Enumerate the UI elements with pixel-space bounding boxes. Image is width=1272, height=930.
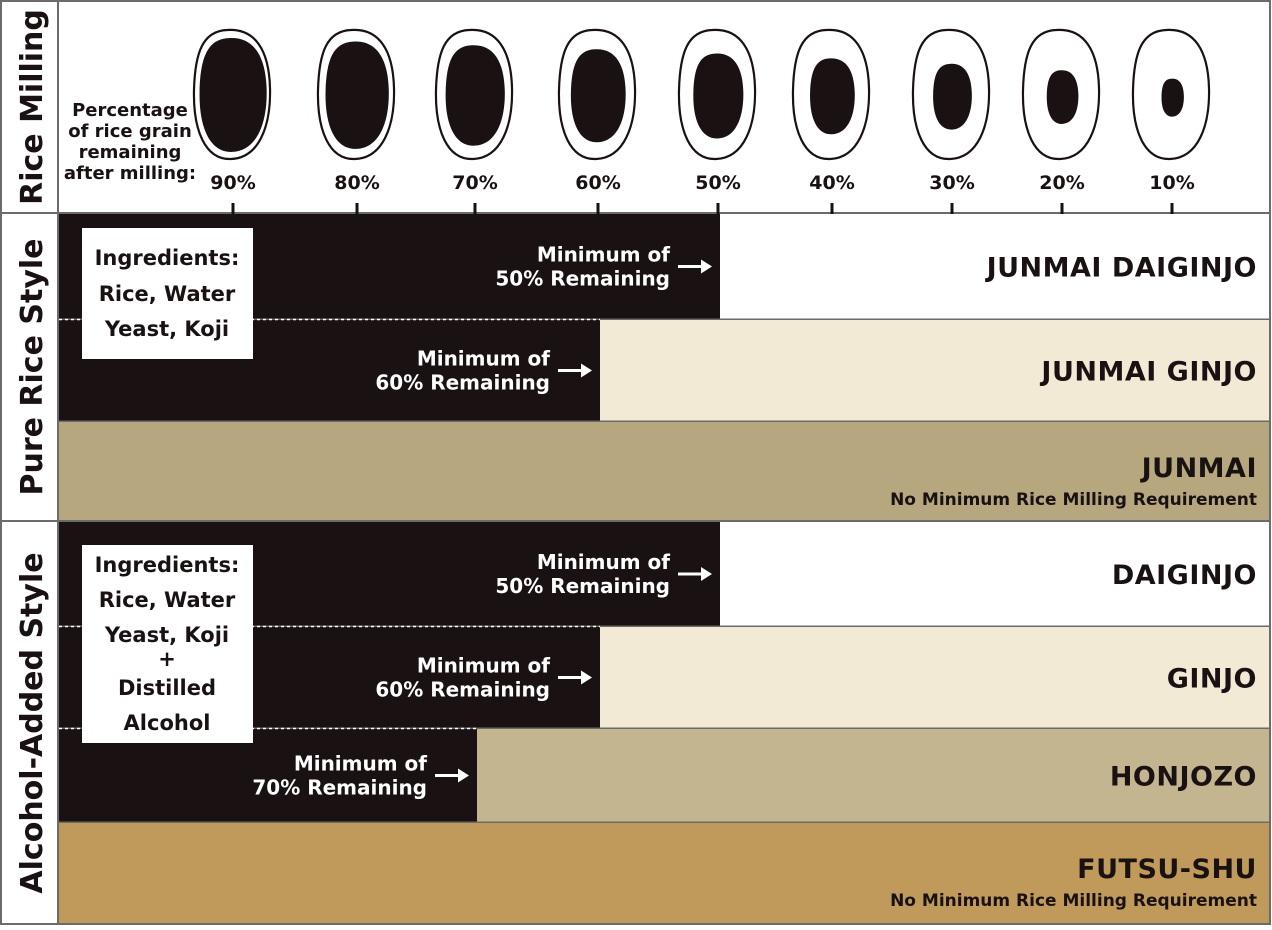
grade-name: JUNMAI	[1140, 453, 1257, 484]
minimum-label-line: Minimum of	[417, 347, 550, 371]
rice-grain	[557, 28, 637, 161]
rice-grain-core	[933, 63, 972, 130]
minimum-label-line: 70% Remaining	[252, 776, 427, 800]
section-title-rice-milling: Rice Milling	[15, 9, 50, 205]
grade-name: FUTSU-SHU	[1077, 854, 1257, 885]
grade-name: DAIGINJO	[1112, 560, 1257, 591]
milling-requirement-bar	[59, 729, 477, 822]
milling-percentage-label: 50%	[695, 172, 740, 194]
milling-percentage-label: 40%	[809, 172, 854, 194]
ingredients-line: Rice, Water	[99, 588, 236, 612]
ingredients-line: Ingredients:	[95, 246, 240, 270]
rice-grain	[791, 28, 871, 161]
rice-grain	[677, 28, 757, 161]
grade-note: No Minimum Rice Milling Requirement	[890, 490, 1257, 510]
rice-grain-core	[1161, 78, 1184, 117]
milling-percentage-label: 80%	[334, 172, 379, 194]
grade-name: JUNMAI DAIGINJO	[985, 253, 1257, 284]
arrow-right-icon	[581, 670, 592, 685]
grade-row: JUNMAI No Minimum Rice Milling Requiremen…	[59, 422, 1269, 520]
milling-percentage-label: 20%	[1039, 172, 1084, 194]
rice-grain-row: 90% 80% 70% 60% 50% 40% 30% 20% 10%	[192, 28, 1211, 214]
grade-note: No Minimum Rice Milling Requirement	[890, 891, 1257, 911]
ingredients-line: Ingredients:	[95, 553, 240, 577]
rice-grain	[1131, 28, 1211, 161]
arrow-right-icon	[581, 363, 592, 378]
milling-percentage-label: 60%	[575, 172, 620, 194]
minimum-label-line: Minimum of	[537, 550, 670, 574]
rice-grain	[1021, 28, 1101, 161]
rice-grain	[434, 28, 514, 161]
section-title-pure-rice-style: Pure Rice Style	[15, 238, 50, 495]
milling-percentage-label: 10%	[1149, 172, 1194, 194]
ingredients-box-alcohol: Ingredients: Rice, Water Yeast, Koji + D…	[82, 545, 253, 743]
rice-grain-core	[325, 41, 389, 149]
ingredients-box-pure: Ingredients: Rice, Water Yeast, Koji	[82, 228, 253, 359]
arrow-right-icon	[701, 567, 712, 581]
rice-grain-core	[199, 38, 267, 152]
grade-row-background	[59, 823, 1269, 923]
ingredients-box-background	[82, 545, 253, 743]
milling-percentage-label: 70%	[452, 172, 497, 194]
milling-caption-line: after milling:	[64, 163, 196, 184]
minimum-label-line: 60% Remaining	[375, 371, 550, 395]
minimum-label-line: 50% Remaining	[495, 574, 670, 598]
ingredients-box-background	[82, 228, 253, 359]
arrow-right-icon	[458, 768, 469, 783]
ingredients-line: Yeast, Koji	[104, 317, 229, 341]
grade-row-background	[59, 422, 1269, 520]
minimum-label-line: Minimum of	[537, 243, 670, 267]
milling-caption-line: of rice grain	[68, 121, 192, 142]
milling-percentage-label: 90%	[210, 172, 255, 194]
minimum-label-line: 50% Remaining	[495, 267, 670, 291]
rice-grain-core	[445, 45, 505, 146]
rice-grain	[911, 28, 991, 161]
ingredients-line: Distilled	[118, 676, 216, 700]
milling-caption: Percentage of rice grain remaining after…	[64, 100, 196, 184]
rice-grain-core	[1046, 70, 1079, 124]
rice-grain-core	[693, 53, 744, 139]
arrow-right-icon	[701, 259, 712, 274]
grade-name: JUNMAI GINJO	[1039, 357, 1257, 388]
grade-row: FUTSU-SHU No Minimum Rice Milling Require…	[59, 823, 1269, 923]
milling-caption-line: Percentage	[72, 100, 188, 121]
rice-grain	[316, 28, 396, 161]
ingredients-line: Yeast, Koji	[104, 623, 229, 647]
section-title-alcohol-added-style: Alcohol-Added Style	[15, 552, 50, 893]
rice-grain-core	[570, 49, 626, 143]
milling-percentage-label: 30%	[929, 172, 974, 194]
rice-grain	[192, 28, 272, 161]
ingredients-line: +	[158, 647, 176, 671]
minimum-label-line: Minimum of	[294, 752, 427, 776]
grade-name: GINJO	[1167, 664, 1257, 695]
grade-name: HONJOZO	[1110, 762, 1257, 793]
ingredients-line: Rice, Water	[99, 282, 236, 306]
minimum-label-line: Minimum of	[417, 654, 550, 678]
ingredients-line: Alcohol	[124, 711, 211, 735]
rice-grain-core	[810, 58, 855, 135]
milling-caption-line: remaining	[79, 142, 182, 163]
minimum-label-line: 60% Remaining	[375, 678, 550, 702]
